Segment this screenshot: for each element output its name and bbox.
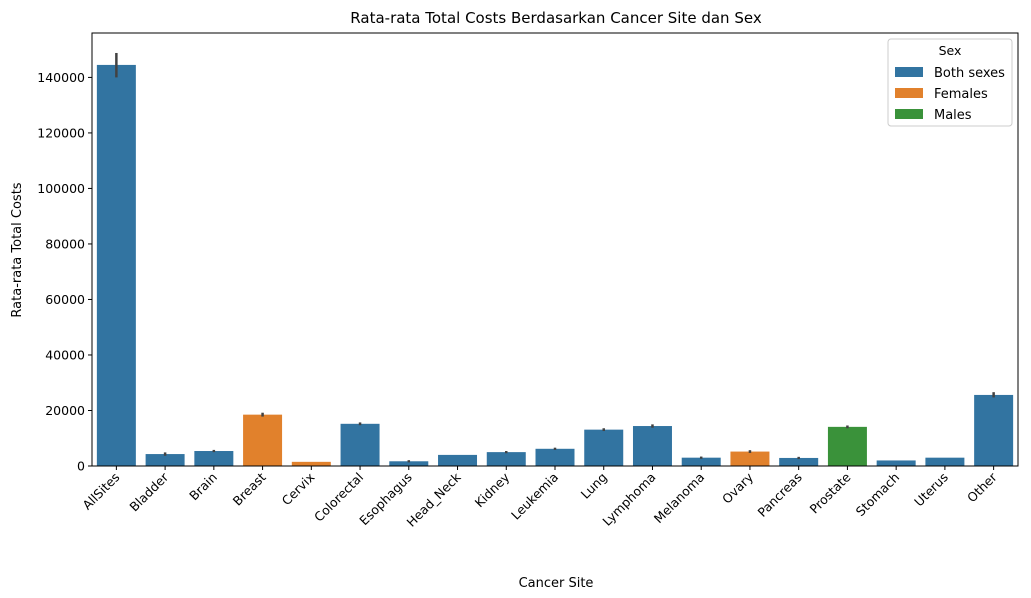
bar-breast bbox=[243, 414, 283, 466]
x-tick-label: Ovary bbox=[719, 469, 757, 507]
legend-label-males: Males bbox=[934, 108, 972, 123]
x-axis-label: Cancer Site bbox=[519, 576, 594, 591]
chart-title: Rata-rata Total Costs Berdasarkan Cancer… bbox=[350, 9, 762, 27]
legend-label-females: Females bbox=[934, 87, 988, 102]
bar-cervix bbox=[291, 461, 331, 466]
y-tick-label: 20000 bbox=[45, 403, 85, 418]
x-axis: AllSites Bladder Brain Breast CervixColorect… bbox=[79, 466, 1000, 530]
bar-kidney bbox=[486, 452, 526, 466]
bar-pancreas bbox=[779, 457, 819, 466]
error-bars-group bbox=[115, 52, 995, 463]
x-tick-label: Lymphoma bbox=[599, 470, 658, 529]
bar-lung bbox=[584, 429, 624, 466]
y-tick-label: 120000 bbox=[37, 125, 85, 140]
bar-lymphoma bbox=[632, 426, 672, 466]
legend-box bbox=[887, 38, 1013, 127]
x-tick-label: Pancreas bbox=[754, 470, 804, 520]
x-tick-label: Leukemia bbox=[508, 470, 561, 523]
legend-swatch-females bbox=[895, 88, 923, 98]
y-tick-label: 140000 bbox=[37, 70, 85, 85]
bar-leukemia bbox=[535, 448, 575, 466]
y-tick-label: 100000 bbox=[37, 181, 85, 196]
legend-swatch-males bbox=[895, 109, 923, 119]
x-tick-label: Uterus bbox=[911, 470, 951, 510]
x-tick-label: Stomach bbox=[853, 470, 903, 520]
x-tick-label: Lung bbox=[578, 470, 610, 502]
y-axis: 0 20000 40000 60000 80000 100000 120000 140000 bbox=[37, 70, 92, 474]
y-tick-label: 80000 bbox=[45, 236, 85, 251]
x-tick-label: Bladder bbox=[126, 469, 171, 514]
y-tick-label: 60000 bbox=[45, 292, 85, 307]
bar-bladder bbox=[145, 454, 185, 466]
bar-other bbox=[974, 394, 1014, 466]
y-axis-label: Rata-rata Total Costs bbox=[10, 182, 25, 317]
x-tick-label: Melanoma bbox=[651, 470, 708, 527]
legend: Sex Both sexes Females Males bbox=[887, 38, 1013, 127]
bar-prostate bbox=[827, 426, 867, 466]
bar-esophagus bbox=[389, 461, 429, 466]
bar-ovary bbox=[730, 451, 770, 466]
x-tick-label: Brain bbox=[186, 470, 220, 504]
bar-uterus bbox=[925, 457, 965, 466]
bar-allsites bbox=[96, 64, 136, 467]
plot-frame bbox=[91, 32, 1019, 467]
x-tick-label: Kidney bbox=[472, 469, 513, 510]
x-tick-label: Other bbox=[964, 469, 1000, 505]
bar-stomach bbox=[876, 460, 916, 466]
x-tick-label: Prostate bbox=[807, 469, 854, 516]
x-tick-label: Cervix bbox=[279, 470, 318, 509]
x-tick-label: Breast bbox=[230, 469, 269, 508]
bar-brain bbox=[194, 451, 234, 466]
y-tick-label: 0 bbox=[77, 459, 85, 474]
x-tick-label: AllSites bbox=[79, 470, 122, 513]
bar-head-neck bbox=[438, 454, 478, 466]
legend-label-both-sexes: Both sexes bbox=[934, 66, 1005, 81]
y-tick-label: 40000 bbox=[45, 347, 85, 362]
legend-swatch-both-sexes bbox=[895, 67, 923, 77]
legend-title: Sex bbox=[939, 43, 962, 58]
bar-colorectal bbox=[340, 423, 380, 466]
bar-melanoma bbox=[681, 457, 721, 466]
bars-group bbox=[96, 64, 1014, 467]
